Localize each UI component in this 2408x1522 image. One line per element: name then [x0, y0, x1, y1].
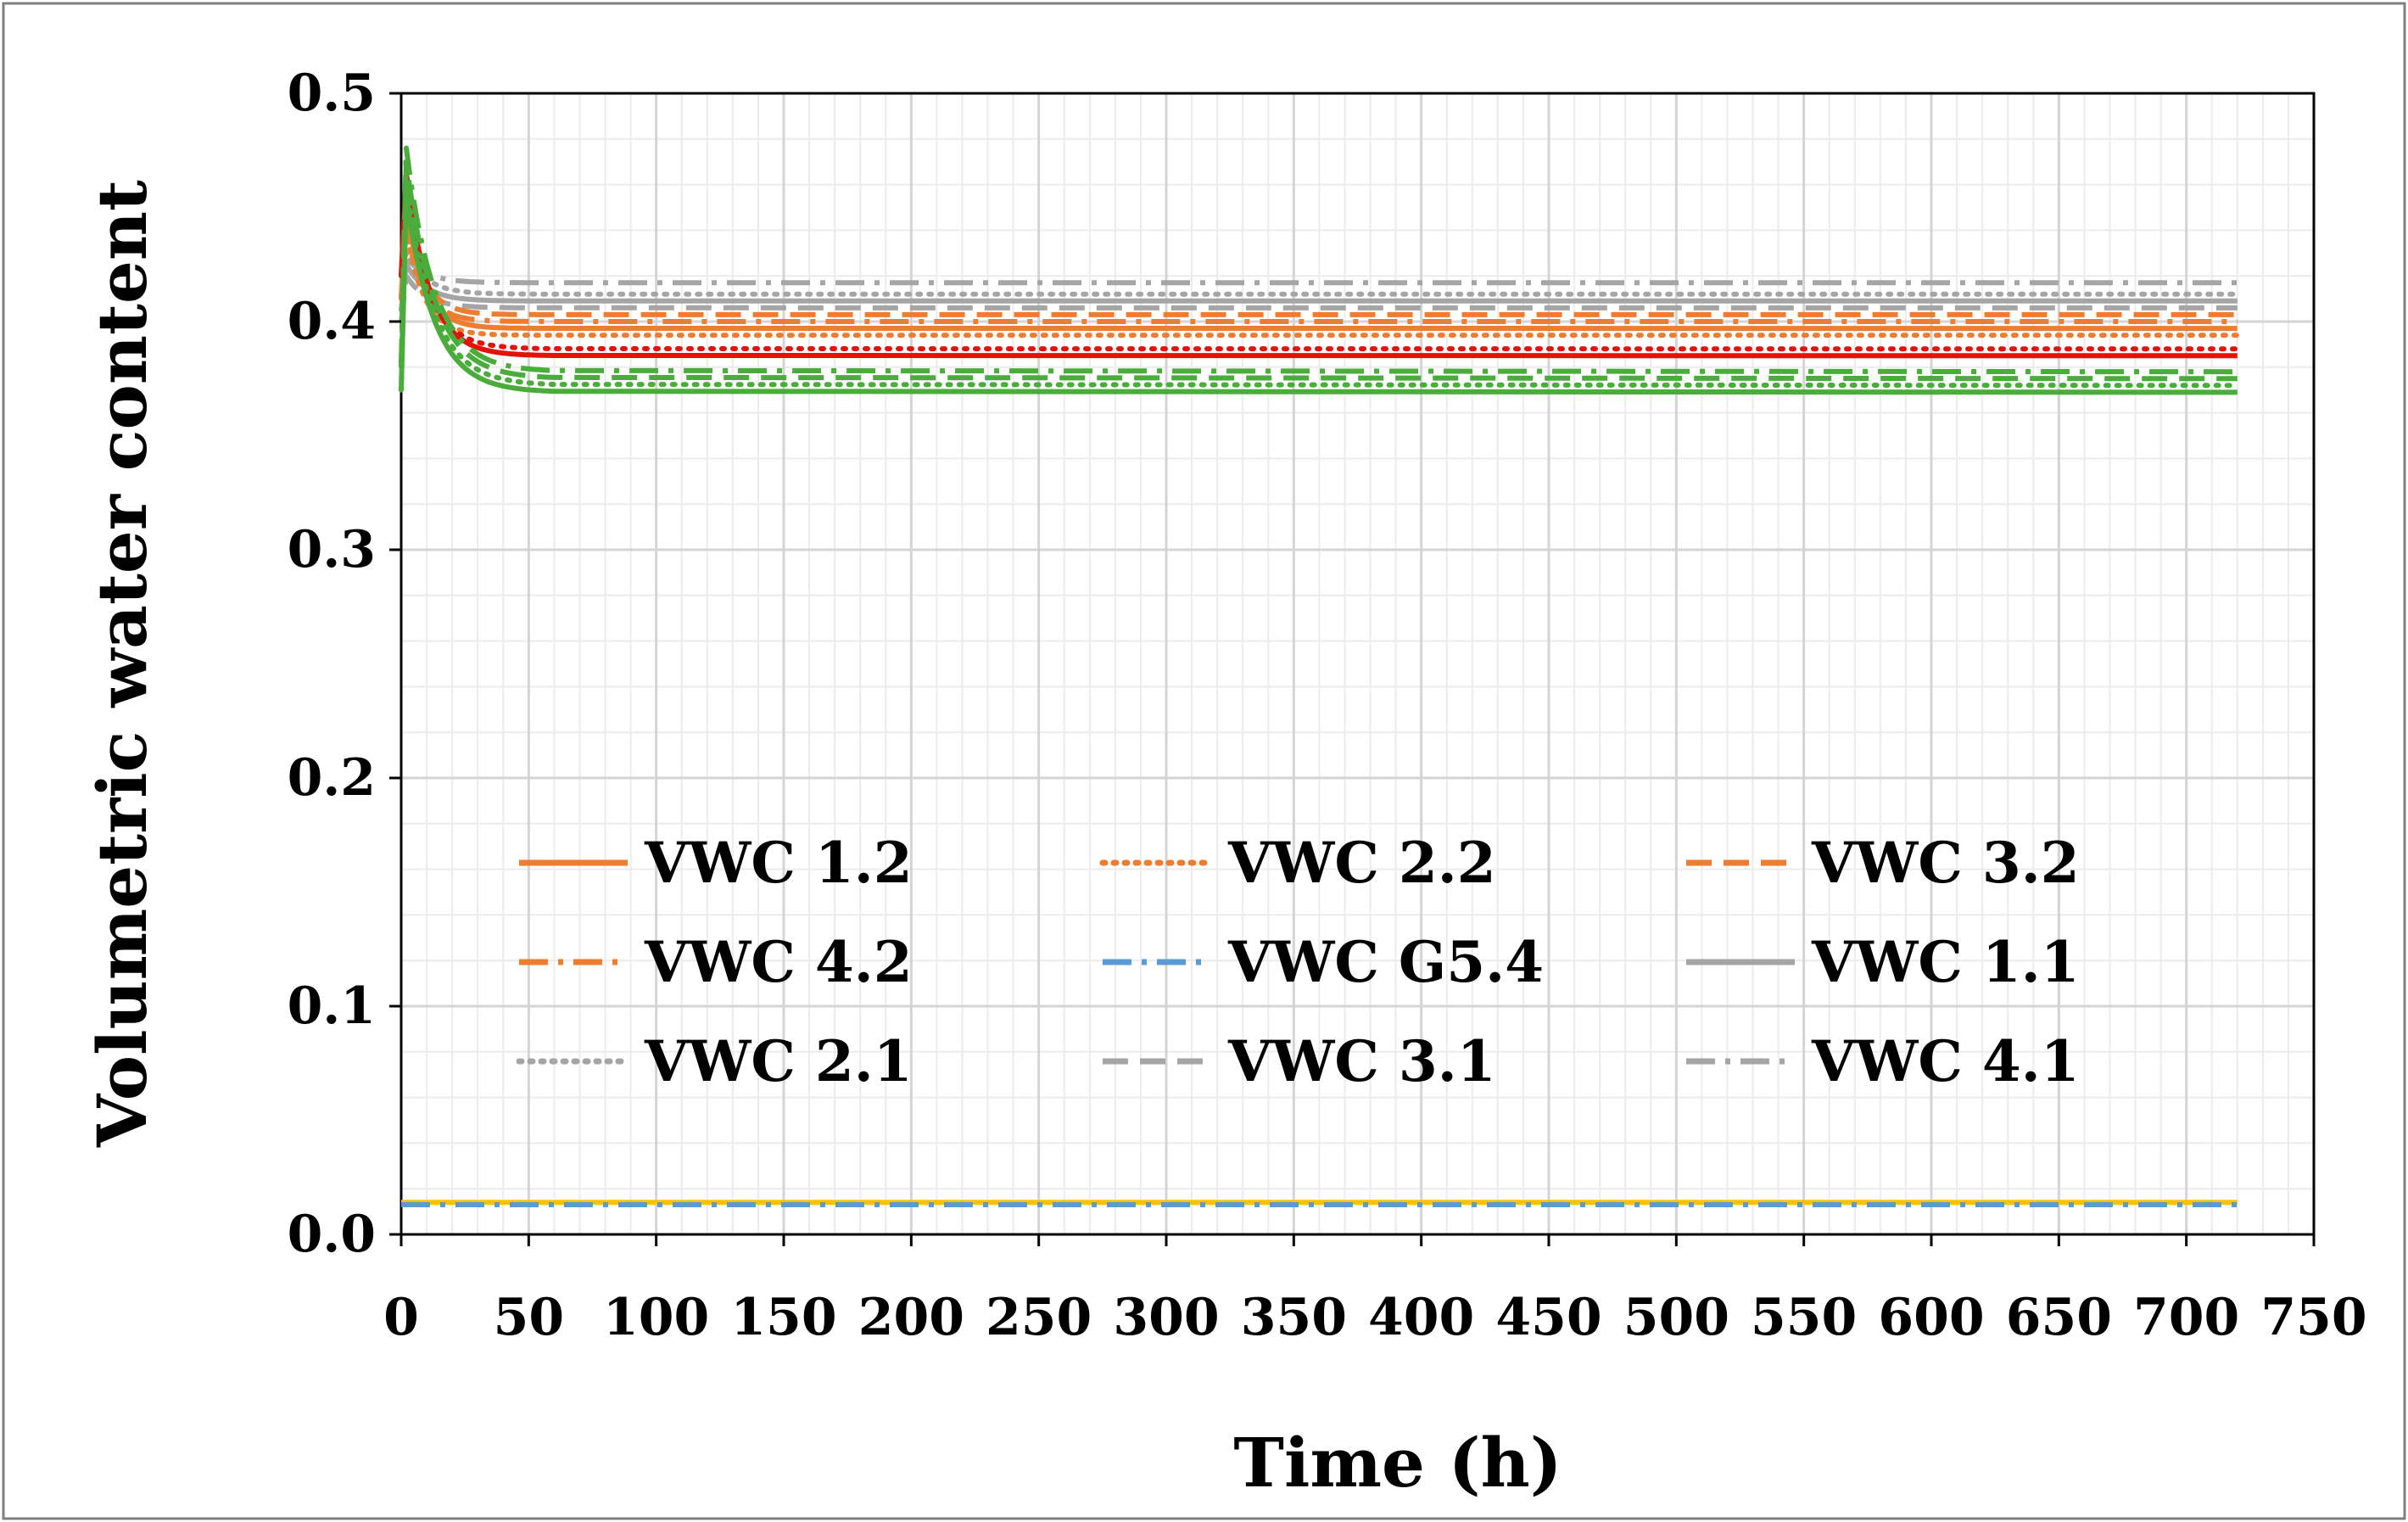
y-tick-label: 0.0 [288, 1205, 376, 1264]
y-tick-label: 0.5 [288, 64, 376, 123]
x-tick-label: 550 [1751, 1288, 1857, 1347]
x-tick-label: 300 [1113, 1288, 1219, 1347]
x-tick-label: 500 [1623, 1288, 1729, 1347]
legend-label-vwc-4-2: VWC 4.2 [644, 929, 913, 995]
legend-label-vwc-2-1: VWC 2.1 [644, 1028, 913, 1094]
y-tick-label: 0.1 [288, 976, 376, 1036]
x-tick-label: 650 [2006, 1288, 2112, 1347]
plot-area-border [399, 92, 2316, 1236]
x-axis-title: Time (h) [1233, 1423, 1562, 1502]
x-tick-label: 700 [2133, 1288, 2239, 1347]
x-tick-label: 150 [730, 1288, 836, 1347]
legend-label-vwc-4-1: VWC 4.1 [1811, 1028, 2080, 1094]
legend: VWC 1.2 VWC 2.2 VWC 3.2 VWC 4.2 VWC G5.4 VWC … [516, 830, 2080, 1094]
y-tick-label: 0.3 [288, 520, 376, 579]
series-lines [399, 145, 2240, 1207]
series-line-red-dotted [399, 193, 2240, 352]
x-axis-ticks: 0 50 100 150 200 250 300 350 400 450 500 550 600 650 7… [383, 1234, 2367, 1347]
series-line-green-dotted [399, 182, 2240, 393]
x-tick-label: 400 [1368, 1288, 1474, 1347]
x-tick-label: 0 [383, 1288, 419, 1347]
y-axis-ticks: 0.0 0.1 0.2 0.3 0.4 0.5 [288, 64, 401, 1264]
x-tick-label: 200 [858, 1288, 964, 1347]
x-tick-label: 100 [603, 1288, 709, 1347]
y-axis-title: Volumetric water content [82, 180, 162, 1148]
x-tick-label: 600 [1878, 1288, 1984, 1347]
series-line-green-dash [399, 159, 2238, 382]
legend-label-vwc-3-1: VWC 3.1 [1227, 1028, 1496, 1094]
x-tick-label: 450 [1495, 1288, 1601, 1347]
x-tick-label: 750 [2260, 1288, 2366, 1347]
legend-label-vwc-1-1: VWC 1.1 [1811, 929, 2080, 995]
series-line-green-solid [399, 193, 2238, 395]
legend-label-vwc-2-2: VWC 2.2 [1227, 830, 1496, 896]
series-line-green-dashdot [399, 145, 2238, 375]
legend-label-vwc-3-2: VWC 3.2 [1811, 830, 2080, 896]
y-tick-label: 0.4 [288, 292, 376, 351]
x-tick-label: 350 [1241, 1288, 1347, 1347]
x-tick-label: 50 [494, 1288, 565, 1347]
legend-label-vwc-1-2: VWC 1.2 [644, 830, 913, 896]
x-tick-label: 250 [986, 1288, 1092, 1347]
series-line-vwc-2-1 [399, 250, 2240, 313]
y-tick-label: 0.2 [288, 748, 376, 808]
legend-label-vwc-g5-4: VWC G5.4 [1227, 929, 1544, 995]
